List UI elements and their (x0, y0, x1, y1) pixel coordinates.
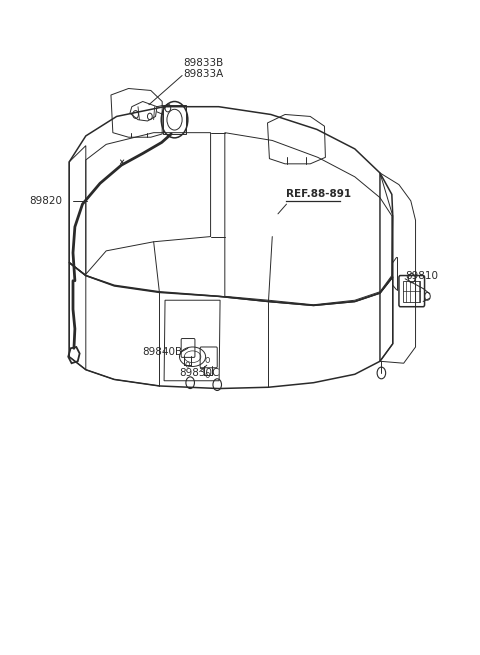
Text: 89820: 89820 (29, 196, 62, 206)
Text: 89833A: 89833A (183, 69, 223, 79)
Text: 89810: 89810 (405, 271, 438, 280)
Text: 89833B: 89833B (183, 58, 223, 67)
Text: 89840B: 89840B (143, 347, 183, 357)
Text: REF.88-891: REF.88-891 (287, 189, 352, 199)
Text: 89830C: 89830C (179, 368, 220, 378)
